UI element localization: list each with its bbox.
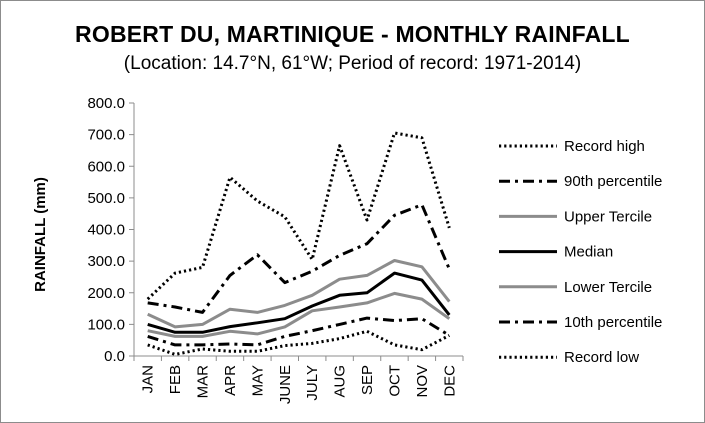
x-tick-label: DEC [441, 365, 458, 397]
y-tick-label: 700.0 [87, 127, 125, 144]
x-tick-label: NOV [414, 365, 431, 398]
y-tick-label: 200.0 [87, 285, 125, 302]
series-line-upper-tercile [147, 259, 451, 329]
x-tick-label: JAN [140, 365, 157, 393]
legend-label: Lower Tercile [564, 279, 652, 296]
y-axis-title: RAINFALL (mm) [32, 177, 49, 292]
series-line-lower-tercile [147, 291, 451, 338]
chart-title: ROBERT DU, MARTINIQUE - MONTHLY RAINFALL [75, 21, 630, 47]
x-tick-label: JUNE [277, 365, 294, 404]
x-tick-label: OCT [386, 365, 403, 397]
x-tick-label: SEP [359, 365, 376, 395]
series-line-median [147, 271, 451, 334]
y-tick-label: 400.0 [87, 222, 125, 239]
series-line-90th-percentile [147, 203, 451, 314]
axes: 0.0 100.0 200.0 300.0 400.0 500.0 600.0 700.0 80… [32, 95, 464, 404]
x-tick-label: AUG [332, 365, 349, 398]
chart-subtitle: (Location: 14.7°N, 61°W; Period of recor… [123, 53, 582, 74]
series-line-record-low [147, 329, 450, 356]
series-layer [146, 131, 451, 356]
legend-label: Record low [564, 349, 639, 366]
y-tick-label: 100.0 [87, 316, 125, 333]
y-tick-label: 0.0 [104, 348, 125, 365]
x-tick-label: APR [222, 365, 239, 396]
x-tick-label: MAY [249, 365, 266, 396]
series-line-10th-percentile [147, 316, 451, 347]
x-tick-label: MAR [195, 365, 212, 399]
y-tick-label: 600.0 [87, 158, 125, 175]
legend-label: Record high [564, 138, 645, 155]
y-tick-label: 500.0 [87, 190, 125, 207]
legend-label: Median [564, 244, 613, 261]
legend: Record high 90th percentile Upper Tercile M… [499, 138, 662, 366]
legend-label: 10th percentile [564, 314, 662, 331]
legend-label: 90th percentile [564, 173, 662, 190]
y-tick-label: 800.0 [87, 95, 125, 112]
x-tick-label: FEB [167, 365, 184, 394]
x-tick-label: JULY [304, 365, 321, 401]
legend-label: Upper Tercile [564, 208, 652, 225]
y-tick-label: 300.0 [87, 253, 125, 270]
